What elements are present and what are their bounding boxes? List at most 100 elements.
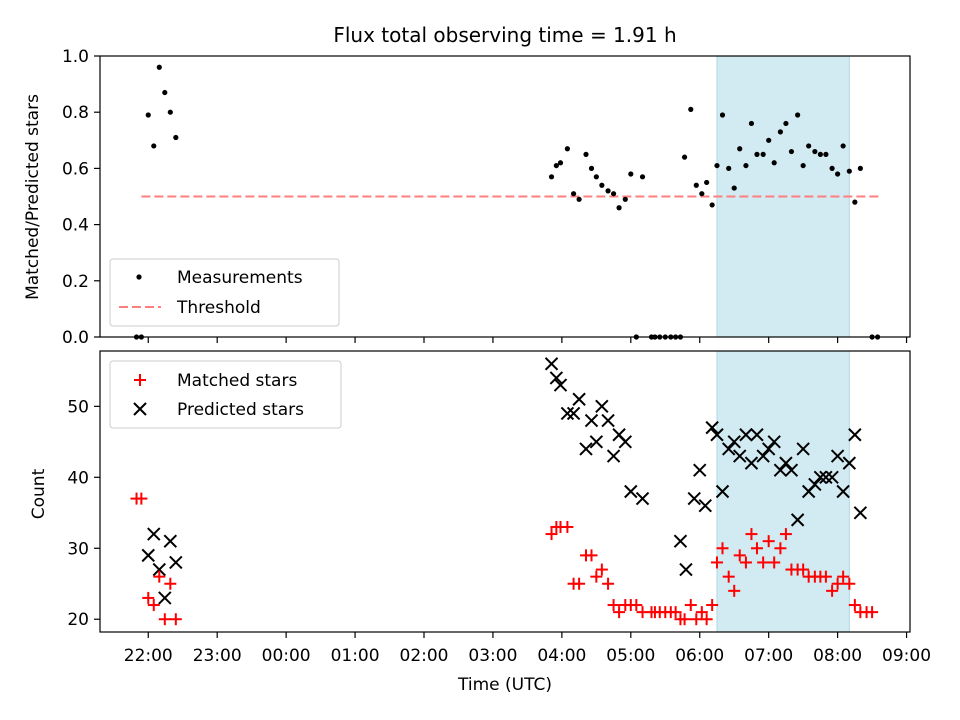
predicted-star-point xyxy=(169,555,183,570)
x-tick-label: 03:00 xyxy=(468,646,517,666)
matched-star-point xyxy=(164,577,177,590)
top-plot-frame xyxy=(99,55,911,338)
predicted-star-point xyxy=(544,357,559,371)
predicted-star-stroke xyxy=(635,491,650,506)
predicted-star-stroke xyxy=(169,555,183,570)
predicted-star-stroke xyxy=(779,456,793,470)
measurement-point xyxy=(628,171,634,177)
bottom-y-axis-label: Count xyxy=(29,468,49,519)
matched-star-point xyxy=(722,570,735,583)
measurement-point xyxy=(795,112,801,118)
predicted-star-stroke xyxy=(715,484,730,499)
measurement-point xyxy=(693,182,699,188)
legend-measurements-marker xyxy=(136,274,142,280)
matched-star-point xyxy=(573,577,586,590)
matched-star-point xyxy=(843,577,856,590)
matched-star-point xyxy=(733,549,746,562)
measurement-point xyxy=(151,143,157,149)
predicted-star-point xyxy=(848,428,862,442)
predicted-star-stroke xyxy=(589,435,604,449)
matched-star-point xyxy=(142,591,155,604)
top-legend-box xyxy=(109,258,340,327)
predicted-star-point xyxy=(606,449,621,463)
predicted-star-point xyxy=(779,456,793,470)
measurement-point xyxy=(576,196,582,202)
predicted-star-point xyxy=(710,428,724,442)
measurement-point xyxy=(714,162,720,169)
measurement-point xyxy=(167,109,173,115)
predicted-star-stroke xyxy=(790,513,805,527)
matched-star-point xyxy=(690,613,703,626)
predicted-star-point xyxy=(773,463,788,477)
measurement-point xyxy=(788,148,795,155)
predicted-star-stroke xyxy=(784,463,799,477)
matched-star-point xyxy=(819,570,832,583)
predicted-star-point xyxy=(579,442,593,456)
matched-star-point xyxy=(613,606,626,619)
predicted-star-point xyxy=(842,456,857,470)
predicted-star-point xyxy=(808,477,822,492)
matched-star-point xyxy=(710,556,723,569)
matched-star-point xyxy=(590,570,603,583)
matched-star-point xyxy=(757,556,770,569)
measurement-point xyxy=(688,106,694,112)
measurement-point xyxy=(588,165,595,171)
x-tick-label: 07:00 xyxy=(744,646,793,666)
measurement-point xyxy=(731,185,737,191)
top-x-ticks xyxy=(147,337,908,343)
top-y-ticks: 0.0 0.2 0.4 0.6 0.8 1.0 xyxy=(62,47,100,348)
matched-star-point xyxy=(678,613,691,626)
predicted-star-point xyxy=(715,484,730,499)
matched-star-point xyxy=(750,542,763,555)
predicted-star-point xyxy=(618,435,633,449)
predicted-star-point xyxy=(679,562,693,577)
predicted-star-stroke xyxy=(853,506,868,520)
predicted-star-point xyxy=(601,413,615,428)
predicted-star-stroke xyxy=(705,420,719,435)
measurement-point xyxy=(771,160,777,166)
matched-star-point xyxy=(716,542,729,555)
measurement-point xyxy=(777,129,784,135)
predicted-star-point xyxy=(790,513,805,527)
predicted-star-stroke xyxy=(693,463,707,477)
predicted-star-point xyxy=(673,534,688,548)
predicted-star-stroke xyxy=(579,442,593,456)
bottom-highlight-span xyxy=(716,350,850,633)
top-y-tick-label: 0.0 xyxy=(62,328,89,348)
measurement-point xyxy=(173,134,179,141)
predicted-star-stroke xyxy=(825,470,839,485)
predicted-star-point xyxy=(584,413,599,428)
predicted-star-point xyxy=(560,406,575,421)
predicted-star-stroke xyxy=(544,357,559,371)
top-plot-panel: 0.0 0.2 0.4 0.6 0.8 1.0 Matched/Predicted sta… xyxy=(23,47,911,348)
top-y-axis-label: Matched/Predicted stars xyxy=(23,94,43,300)
predicted-star-point xyxy=(836,484,850,499)
predicted-star-point xyxy=(141,548,155,563)
matched-star-point xyxy=(669,606,682,619)
matched-star-point xyxy=(779,528,792,541)
predicted-star-point xyxy=(595,399,609,414)
predicted-star-point xyxy=(705,420,719,435)
measurement-point xyxy=(704,179,710,186)
predicted-star-point xyxy=(819,470,833,485)
matched-star-point xyxy=(826,584,839,597)
measurement-point xyxy=(719,112,726,118)
matched-star-point xyxy=(700,613,713,626)
predicted-star-point xyxy=(549,371,564,385)
predicted-star-point xyxy=(572,392,586,406)
predicted-star-stroke xyxy=(584,413,599,428)
predicted-star-stroke xyxy=(618,435,633,449)
predicted-star-point xyxy=(635,491,650,506)
predicted-star-point xyxy=(163,534,178,548)
legend-matched-marker xyxy=(134,374,146,386)
bottom-x-ticks: 22:00 23:00 00:00 01:00 02:00 03:00 04:00 05:00… xyxy=(124,632,931,666)
matched-star-point xyxy=(739,556,752,569)
predicted-star-stroke xyxy=(750,428,764,442)
measurement-point xyxy=(162,89,168,96)
matched-star-point xyxy=(684,599,697,612)
measurement-point xyxy=(806,143,812,149)
top-y-tick-label: 0.6 xyxy=(62,159,89,179)
measurement-point xyxy=(605,188,611,194)
predicted-star-stroke xyxy=(147,527,161,541)
measurement-point xyxy=(548,174,555,180)
